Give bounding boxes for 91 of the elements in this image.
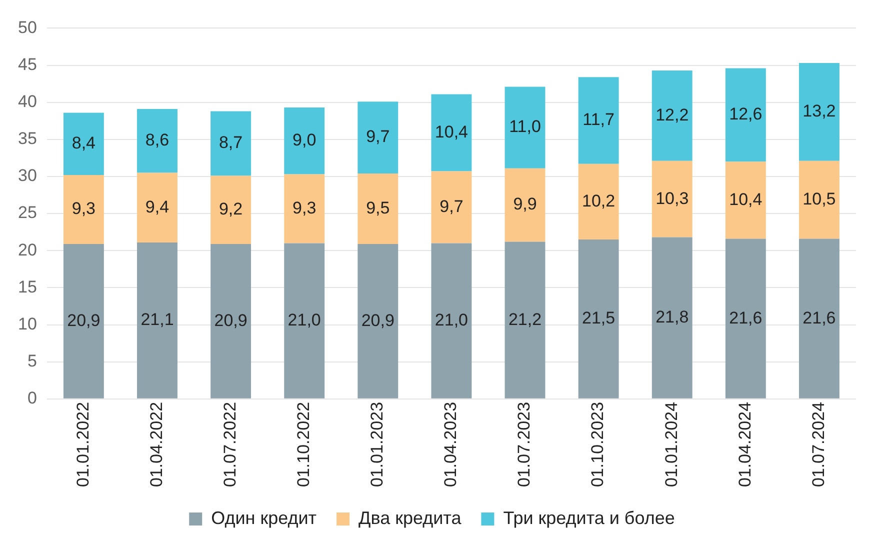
data-label: 10,4 [729, 190, 762, 209]
x-tick-label: 01.07.2022 [220, 402, 240, 488]
x-tick-label: 01.04.2023 [441, 402, 460, 488]
bar [210, 111, 252, 176]
bar [725, 68, 766, 162]
data-label: 20,9 [214, 310, 248, 330]
x-tick-label: 01.10.2023 [588, 402, 608, 488]
y-tick-label: 20 [18, 240, 37, 260]
bar [284, 174, 325, 244]
bar [578, 240, 619, 398]
data-label: 9,0 [292, 130, 316, 150]
bar [210, 176, 252, 244]
x-tick-label: 01.07.2024 [808, 402, 828, 488]
x-tick-label: 01.01.2022 [73, 402, 92, 488]
bar [798, 63, 840, 161]
x-tick-label: 01.07.2023 [514, 402, 534, 488]
bar [431, 94, 472, 172]
data-label: 21,6 [729, 308, 762, 328]
y-tick-label: 15 [18, 277, 37, 296]
data-label: 11,7 [582, 110, 614, 130]
bar [358, 102, 398, 174]
bar [652, 237, 692, 398]
y-tick-label: 45 [18, 54, 37, 74]
x-tick-label: 01.04.2022 [146, 402, 166, 488]
bar [504, 86, 546, 168]
bar [725, 238, 766, 398]
y-tick-label: 5 [27, 352, 37, 371]
bar [358, 244, 398, 398]
bar [798, 238, 840, 398]
data-label: 20,9 [67, 310, 100, 330]
data-label: 9,7 [440, 196, 464, 216]
data-label: 11,0 [509, 117, 541, 136]
data-label: 8,4 [72, 134, 96, 153]
x-tick-label: 01.10.2022 [294, 402, 314, 488]
bar [578, 77, 619, 164]
bar [63, 175, 104, 244]
bar [284, 108, 325, 174]
y-tick-label: 35 [18, 129, 37, 148]
y-tick-label: 40 [18, 92, 37, 112]
data-label: 9,3 [72, 199, 96, 218]
data-label: 10,5 [802, 190, 836, 209]
data-label: 12,2 [656, 105, 689, 124]
data-label: 9,5 [366, 198, 390, 218]
bar [652, 160, 692, 238]
bar [63, 244, 104, 398]
legend-label: Два кредита [358, 508, 462, 528]
data-label: 9,7 [366, 127, 390, 146]
data-label: 9,4 [145, 197, 170, 216]
y-tick-label: 25 [18, 203, 37, 222]
bar [431, 171, 472, 244]
bar [652, 70, 692, 161]
x-tick-label: 01.01.2023 [368, 402, 387, 488]
bar [504, 168, 546, 242]
y-tick-label: 0 [27, 388, 37, 408]
data-label: 21,6 [802, 308, 836, 328]
data-label: 9,3 [292, 198, 316, 218]
data-label: 21,5 [582, 308, 616, 328]
y-tick-label: 30 [18, 166, 37, 186]
legend-label: Один кредит [211, 508, 317, 528]
x-tick-label: 01.04.2024 [735, 402, 754, 488]
data-label: 8,6 [145, 130, 170, 150]
x-tick-label: 01.01.2024 [662, 402, 681, 488]
bar [137, 109, 178, 173]
bar [798, 160, 840, 239]
bar [137, 242, 178, 398]
bar [137, 172, 178, 242]
y-tick-label: 50 [18, 18, 37, 37]
data-label: 10,4 [434, 122, 468, 142]
data-label: 21,0 [288, 310, 321, 330]
data-label: 13,2 [802, 102, 836, 121]
data-label: 8,7 [218, 133, 243, 152]
data-label: 21,0 [434, 310, 468, 330]
data-label: 9,9 [513, 194, 537, 214]
data-label: 10,3 [656, 188, 689, 208]
data-label: 21,8 [656, 308, 689, 327]
data-label: 10,2 [582, 191, 616, 210]
bar [578, 164, 619, 240]
bar [725, 162, 766, 239]
data-label: 12,6 [729, 104, 762, 124]
bar [63, 112, 104, 176]
bar [210, 244, 252, 398]
data-label: 21,1 [140, 310, 174, 330]
bar [504, 242, 546, 398]
data-label: 21,2 [508, 310, 542, 329]
data-label: 9,2 [218, 200, 243, 219]
legend-label: Три кредита и более [503, 508, 675, 528]
bar [431, 243, 472, 398]
data-label: 20,9 [361, 310, 394, 330]
bar [358, 174, 398, 244]
y-tick-label: 10 [18, 314, 37, 334]
bar [284, 243, 325, 398]
